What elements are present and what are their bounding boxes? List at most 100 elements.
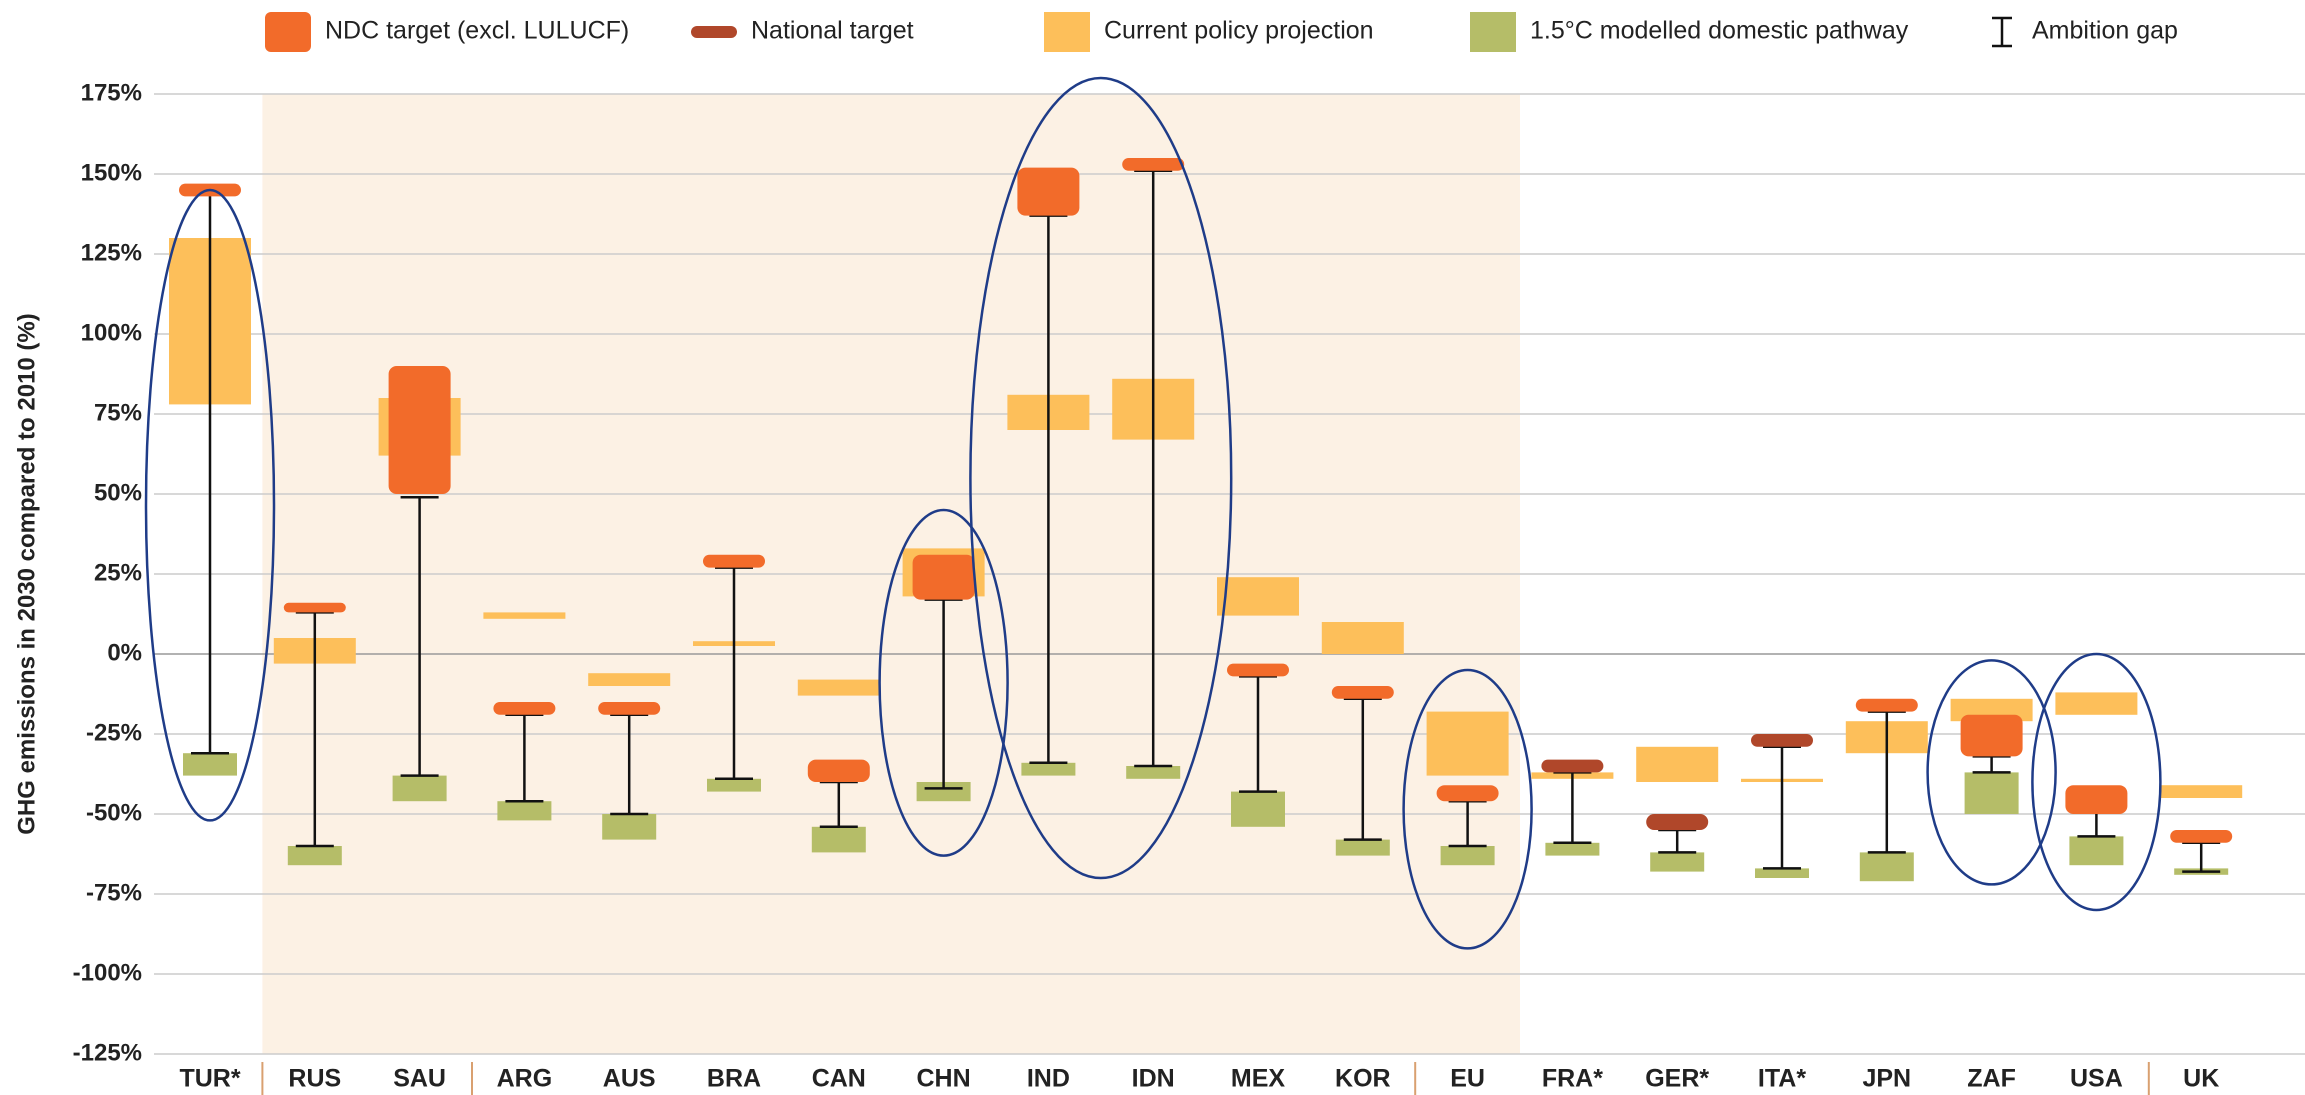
x-tick-label: TUR* (179, 1065, 240, 1093)
range-bar (1859, 852, 1914, 882)
range-bar (1335, 839, 1390, 856)
range-bar (797, 679, 880, 696)
highlight-ellipse (878, 508, 1009, 857)
x-tick-label: RUS (288, 1065, 341, 1093)
ambition-gap (1658, 828, 1697, 854)
range-bar (2055, 692, 2138, 715)
x-tick-label: KOR (1335, 1065, 1391, 1093)
range-bar (1017, 167, 1080, 216)
legend-icon (265, 12, 311, 52)
range-bar (1231, 791, 1285, 827)
highlight-ellipse (144, 188, 276, 822)
range-bar (1650, 852, 1705, 872)
x-tick-label: JPN (1862, 1065, 1911, 1093)
ambition-gap (1972, 755, 2011, 774)
ambition-gap (1553, 771, 1592, 845)
x-tick-label: CAN (812, 1065, 866, 1093)
ambition-gap (400, 495, 439, 777)
y-tick-label: 50% (94, 479, 142, 506)
highlight-ellipse (1926, 659, 2057, 886)
range-bar (1751, 734, 1813, 747)
legend-label: National target (751, 17, 914, 45)
range-bar (916, 782, 971, 802)
range-bar (1755, 868, 1809, 878)
range-bar (2170, 830, 2233, 843)
range-bar (1436, 785, 1499, 802)
range-bar (1217, 577, 1299, 616)
range-bar (1331, 686, 1394, 699)
x-tick-label: IDN (1132, 1065, 1175, 1093)
y-tick-label: 100% (81, 319, 142, 346)
range-bar (283, 602, 346, 613)
range-bar (497, 801, 552, 821)
ambition-gap (2182, 841, 2221, 873)
range-bar (1545, 842, 1600, 856)
range-bar (2160, 785, 2243, 798)
x-tick-label: BRA (707, 1065, 761, 1093)
x-tick-label: EU (1450, 1065, 1485, 1093)
range-bar (1646, 814, 1709, 830)
y-tick-label: -25% (86, 719, 142, 746)
ambition-gap (295, 611, 334, 848)
range-bar (183, 753, 237, 776)
highlight-ellipse (1402, 668, 1533, 950)
range-bar (2069, 836, 2124, 866)
y-tick-label: 125% (81, 239, 142, 266)
legend-icon (1044, 12, 1090, 52)
range-bar (1855, 698, 1918, 712)
range-bar (1426, 711, 1509, 776)
range-bar (1021, 762, 1076, 776)
range-bar (287, 846, 342, 866)
range-bar (483, 612, 566, 619)
y-tick-label: 0% (107, 639, 142, 666)
x-tick-label: FRA* (1542, 1065, 1603, 1093)
x-tick-label: ZAF (1967, 1065, 2016, 1093)
range-bar (598, 702, 661, 715)
range-bar (707, 778, 761, 792)
range-bar (703, 554, 765, 568)
legend-item: Ambition gap (1992, 17, 2178, 48)
range-bar (912, 554, 975, 600)
y-tick-label: 150% (81, 159, 142, 186)
x-tick-label: GER* (1645, 1065, 1709, 1093)
legend-label: 1.5°C modelled domestic pathway (1530, 17, 1909, 45)
range-bar (1126, 766, 1181, 779)
y-tick-label: -100% (73, 959, 142, 986)
x-tick-label: SAU (393, 1065, 446, 1093)
range-bar (1964, 772, 2019, 814)
legend-label: NDC target (excl. LULUCF) (325, 17, 629, 45)
y-tick-label: -125% (73, 1039, 142, 1066)
range-bar (1321, 622, 1404, 654)
x-tick-label: MEX (1231, 1065, 1286, 1093)
range-bar (493, 702, 556, 715)
legend-item: National target (691, 17, 914, 45)
x-tick-label: ITA* (1758, 1065, 1806, 1093)
range-bar (807, 759, 870, 782)
legend-label: Current policy projection (1104, 17, 1374, 45)
range-bar (1227, 663, 1289, 677)
x-tick-label: USA (2070, 1065, 2123, 1093)
y-tick-label: -75% (86, 879, 142, 906)
range-bar (602, 814, 657, 840)
legend-icon (1470, 12, 1516, 52)
legend-label: Ambition gap (2032, 17, 2178, 45)
range-bar (1636, 746, 1719, 782)
legend-item: NDC target (excl. LULUCF) (265, 12, 629, 52)
x-tick-label: UK (2183, 1065, 2219, 1093)
y-tick-label: 75% (94, 399, 142, 426)
range-bar (2065, 785, 2128, 814)
x-tick-label: AUS (603, 1065, 656, 1093)
legend-item: 1.5°C modelled domestic pathway (1470, 12, 1909, 52)
legend-item: Current policy projection (1044, 12, 1374, 52)
ambition-gap (1763, 745, 1801, 870)
highlight-ellipse (969, 76, 1233, 880)
range-bar (392, 775, 447, 802)
range-bar (1440, 846, 1495, 866)
y-tick-label: 25% (94, 559, 142, 586)
x-tick-label: ARG (497, 1065, 553, 1093)
ambition-gap (1239, 675, 1277, 793)
range-bar (1960, 714, 2023, 757)
range-bar (388, 366, 451, 494)
y-axis-label: GHG emissions in 2030 compared to 2010 (… (13, 313, 40, 835)
